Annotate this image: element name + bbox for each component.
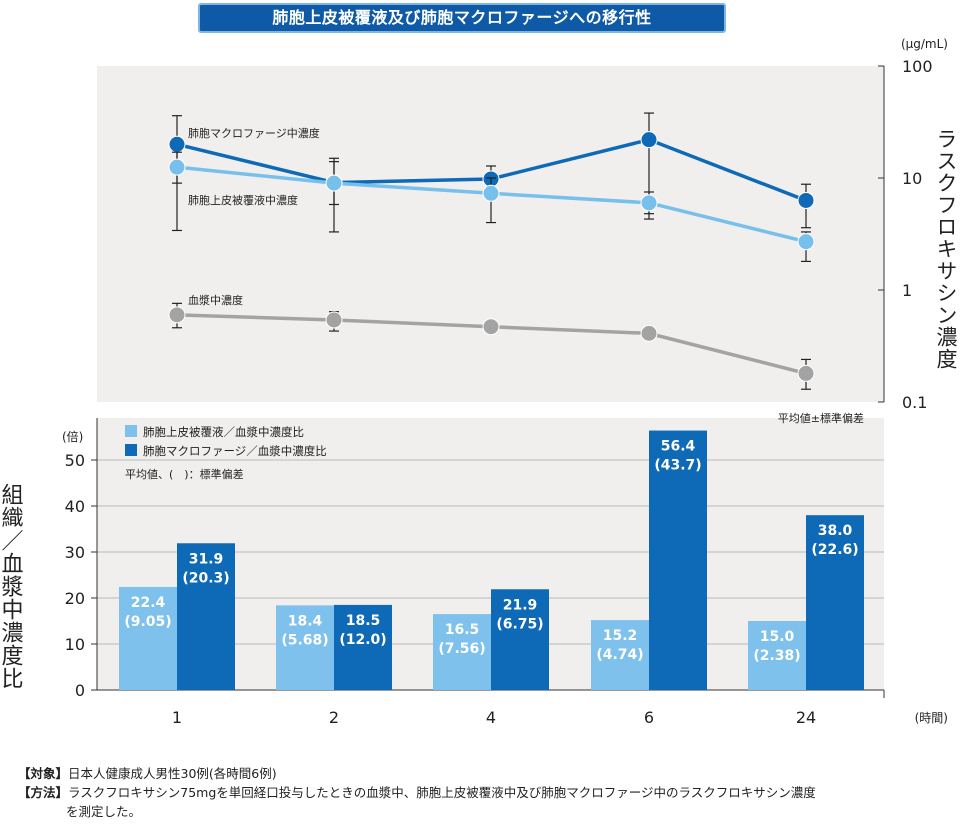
x-axis-unit: (時間) xyxy=(915,711,948,725)
legend-label: 肺胞マクロファージ／血漿中濃度比 xyxy=(143,444,327,458)
series-label: 肺胞マクロファージ中濃度 xyxy=(188,126,320,140)
bar-sd-label: (20.3) xyxy=(182,570,229,586)
bar-sd-label: (9.05) xyxy=(124,614,171,630)
bar-sd-label: (6.75) xyxy=(496,616,543,632)
bar xyxy=(334,604,392,690)
bar-value-label: 21.9 xyxy=(503,597,538,613)
method-text: ラスクフロキサシン75mgを単回経口投与したときの血漿中、肺胞上皮被覆液中及び肺… xyxy=(68,785,816,800)
bar-value-label: 15.2 xyxy=(603,628,638,644)
bar-y-axis-label: 組織／血漿中濃度比 xyxy=(0,483,24,690)
bar-value-label: 56.4 xyxy=(661,439,696,455)
bar xyxy=(119,586,177,690)
bar-series-1: 22.4 (9.05) 18.4 (5.68) 16.5 (7.56) 15.2 (4.74)… xyxy=(119,586,806,690)
method-note-cont: を測定した。 xyxy=(66,804,142,819)
subject-text: 日本人健康成人男性30例(各時間6例) xyxy=(68,766,277,781)
bar-value-label: 31.9 xyxy=(189,551,224,567)
x-tick-label: 2 xyxy=(329,708,339,727)
bar-sd-label: (2.38) xyxy=(753,648,800,664)
bar-sd-label: (12.0) xyxy=(339,632,386,648)
bar-y-unit: (倍) xyxy=(62,429,83,444)
method-note: 【方法】ラスクフロキサシン75mgを単回経口投与したときの血漿中、肺胞上皮被覆液… xyxy=(18,783,816,802)
bar-sd-label: (5.68) xyxy=(281,632,328,648)
x-tick-label: 24 xyxy=(796,708,816,727)
bar-value-label: 38.0 xyxy=(818,523,853,539)
bar-sd-label: (7.56) xyxy=(438,641,485,657)
subject-key: 【対象】 xyxy=(18,766,69,781)
bar-y-tick-label: 20 xyxy=(65,589,85,608)
data-point xyxy=(482,184,500,202)
bar-sd-label: (43.7) xyxy=(654,458,701,474)
line-y-unit: (μg/mL) xyxy=(901,37,948,51)
legend-swatch xyxy=(125,444,137,456)
data-point xyxy=(797,191,815,209)
bar-value-label: 18.4 xyxy=(288,613,323,629)
bar-value-label: 16.5 xyxy=(445,622,480,638)
line-series-2: 肺胞上皮被覆液中濃度 xyxy=(168,151,815,263)
bar-sd-label: (22.6) xyxy=(811,542,858,558)
line-y-axis-label: ラスクフロキサシン濃度 xyxy=(934,128,958,370)
bar-y-tick-label: 30 xyxy=(65,543,85,562)
x-tick-label: 4 xyxy=(486,708,496,727)
chart-svg: 1001010.1(μg/mL)ラスクフロキサシン濃度肺胞マクロファージ中濃度肺… xyxy=(0,37,958,727)
bar-series-2: 31.9 (20.3) 18.5 (12.0) 21.9 (6.75) 56.4 (43.7)… xyxy=(177,430,864,690)
data-point xyxy=(640,194,658,212)
legend-swatch xyxy=(125,425,137,437)
bar xyxy=(491,589,549,690)
data-point xyxy=(640,324,658,342)
bar-y-tick-label: 50 xyxy=(65,451,85,470)
series-label: 血漿中濃度 xyxy=(188,293,243,307)
bar xyxy=(177,543,235,690)
bar-sd-label: (4.74) xyxy=(596,647,643,663)
legend-label: 肺胞上皮被覆液／血漿中濃度比 xyxy=(143,425,304,439)
series-label: 肺胞上皮被覆液中濃度 xyxy=(188,193,298,207)
footnotes: 【対象】日本人健康成人男性30例(各時間6例) 【方法】ラスクフロキサシン75m… xyxy=(18,764,816,821)
x-tick-label: 1 xyxy=(172,708,182,727)
line-note: 平均値±標準偏差 xyxy=(778,411,864,425)
x-axis-labels: 1 2 4 6 24 (時間) xyxy=(172,708,948,727)
bar-y-tick-label: 40 xyxy=(65,497,85,516)
line-y-tick-label: 10 xyxy=(902,169,922,188)
data-point xyxy=(168,158,186,176)
data-point xyxy=(797,364,815,382)
data-point xyxy=(325,311,343,329)
bar xyxy=(748,621,806,690)
line-y-tick-label: 100 xyxy=(902,57,933,76)
bar-value-label: 15.0 xyxy=(760,629,795,645)
data-point xyxy=(168,135,186,153)
x-tick-label: 6 xyxy=(644,708,654,727)
data-point xyxy=(797,233,815,251)
data-point xyxy=(482,318,500,336)
bar xyxy=(806,515,864,690)
data-point xyxy=(640,131,658,149)
bar-value-label: 18.5 xyxy=(346,613,381,629)
bar xyxy=(591,620,649,690)
data-point xyxy=(325,174,343,192)
line-y-tick-label: 0.1 xyxy=(902,393,927,412)
subject-note: 【対象】日本人健康成人男性30例(各時間6例) xyxy=(18,764,816,783)
bar xyxy=(649,430,707,690)
data-point xyxy=(168,306,186,324)
line-plot-area xyxy=(97,66,884,402)
bar xyxy=(433,614,491,690)
bar xyxy=(276,605,334,690)
line-y-tick-label: 1 xyxy=(902,281,912,300)
legend-note: 平均値、( )：標準偏差 xyxy=(125,467,244,481)
bar-y-tick-label: 10 xyxy=(65,635,85,654)
chart-title: 肺胞上皮被覆液及び肺胞マクロファージへの移行性 xyxy=(198,3,726,33)
method-key: 【方法】 xyxy=(18,785,69,800)
bar-value-label: 22.4 xyxy=(131,595,166,611)
line-y-axis: 100 10 1 0.1 (μg/mL) ラスクフロキサシン濃度 xyxy=(878,37,958,412)
bar-y-tick-label: 0 xyxy=(75,681,85,700)
line-series-3: 血漿中濃度 xyxy=(168,293,815,390)
